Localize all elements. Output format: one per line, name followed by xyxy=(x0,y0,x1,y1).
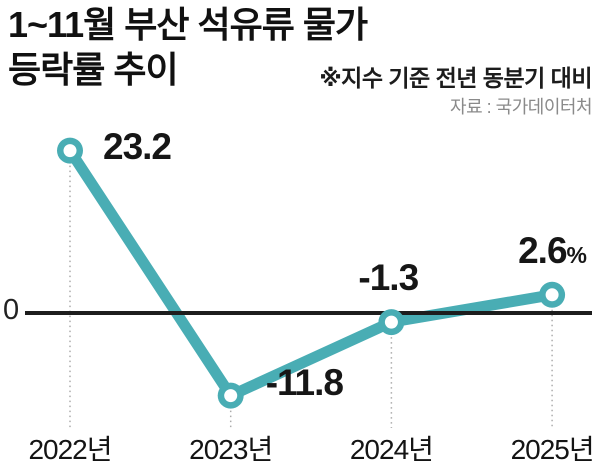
value-label-2023년: -11.8 xyxy=(265,361,344,403)
y-axis-zero-label: 0 xyxy=(3,294,20,326)
x-axis-label-2022년: 2022년 xyxy=(28,434,112,463)
data-point-marker-center xyxy=(63,144,77,158)
x-axis-label-2024년: 2024년 xyxy=(349,434,434,463)
data-point-marker-center xyxy=(545,288,559,302)
data-line xyxy=(64,145,558,402)
value-label-2025년: 2.6% xyxy=(518,229,587,271)
value-label-2022년: 23.2 xyxy=(103,125,172,167)
x-axis-label-2023년: 2023년 xyxy=(189,434,273,463)
chart-title-line2: 등락률 추이 xyxy=(8,49,179,91)
data-point-marker-center xyxy=(384,315,398,329)
x-axis-label-2025년: 2025년 xyxy=(510,434,595,463)
value-label-2024년: -1.3 xyxy=(358,257,419,299)
chart-title-line1: 1~11월 부산 석유류 물가 xyxy=(8,4,368,45)
unit-suffix: % xyxy=(566,241,587,268)
chart-source: 자료 : 국가데이터처 xyxy=(450,97,592,117)
data-point-marker-center xyxy=(224,389,238,403)
chart-note: ※지수 기준 전년 동분기 대비 xyxy=(319,65,592,91)
chart-title: 1~11월 부산 석유류 물가 등락률 추이 xyxy=(8,2,368,93)
